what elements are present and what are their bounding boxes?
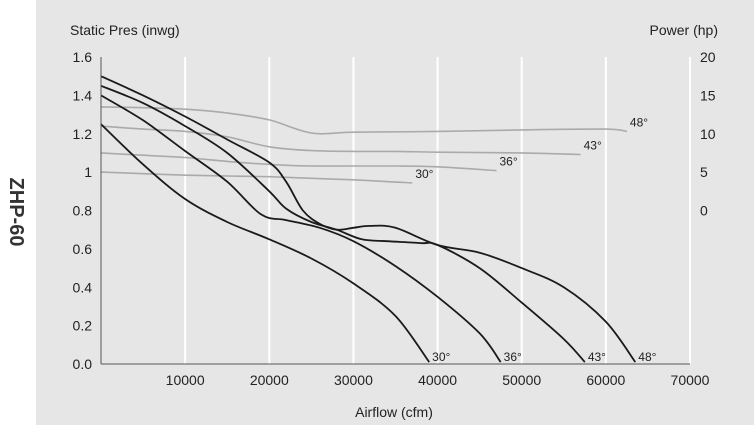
- x-tick-label: 10000: [166, 372, 205, 388]
- y2-tick-label: 15: [700, 87, 716, 103]
- y2-axis-title: Power (hp): [650, 22, 718, 38]
- x-tick-label: 70000: [671, 372, 710, 388]
- y2-tick-label: 20: [700, 49, 716, 65]
- x-tick-label: 40000: [418, 372, 457, 388]
- y2-tick-label: 5: [700, 164, 708, 180]
- x-tick-label: 60000: [586, 372, 625, 388]
- power-curve-line: [100, 125, 581, 156]
- y-tick-label: 0.2: [73, 318, 93, 334]
- chart-panel-background: [36, 0, 754, 425]
- pressure-curve-label: 43°: [588, 350, 606, 364]
- axes: 10000 20000 30000 40000 50000 60000 70000 0.0 0.…: [73, 49, 716, 388]
- y-axis-title: Static Pres (inwg): [70, 22, 180, 38]
- power-curve-label: 48°: [630, 115, 648, 129]
- y-tick-label: 1.4: [73, 87, 93, 103]
- power-curve-label: 30°: [415, 167, 433, 181]
- pressure-curve-line: [100, 94, 502, 363]
- y-tick-label: 0.0: [73, 356, 93, 372]
- power-curve-line: [100, 106, 628, 135]
- y-tick-label: 1: [84, 164, 92, 180]
- x-tick-label: 20000: [250, 372, 289, 388]
- x-tick-label: 30000: [334, 372, 373, 388]
- curve-labels: 30° 36° 43° 48° 30° 36° 43° 48°: [415, 115, 656, 364]
- pressure-curves: [100, 75, 637, 363]
- power-curve-line: [100, 152, 497, 172]
- pressure-curve-label: 36°: [504, 350, 522, 364]
- y-tick-label: 0.4: [73, 279, 93, 295]
- pressure-curve-line: [100, 123, 430, 363]
- power-curve-label: 43°: [584, 138, 602, 152]
- y-tick-label: 1.6: [73, 49, 93, 65]
- pressure-curve-label: 48°: [638, 350, 656, 364]
- x-tick-label: 50000: [502, 372, 541, 388]
- grid-layer: [184, 57, 691, 364]
- pressure-curve-line: [100, 75, 637, 363]
- y-tick-label: 1.2: [73, 126, 93, 142]
- y2-tick-label: 10: [700, 126, 716, 142]
- y-tick-label: 0.6: [73, 241, 93, 257]
- pressure-curve-label: 30°: [432, 350, 450, 364]
- side-model-label: ZHP-60: [5, 178, 27, 247]
- power-curve-label: 36°: [499, 155, 517, 169]
- y-tick-label: 0.8: [73, 203, 93, 219]
- y2-tick-label: 0: [700, 203, 708, 219]
- pressure-curve-line: [100, 84, 586, 363]
- x-axis-title: Airflow (cfm): [355, 404, 433, 420]
